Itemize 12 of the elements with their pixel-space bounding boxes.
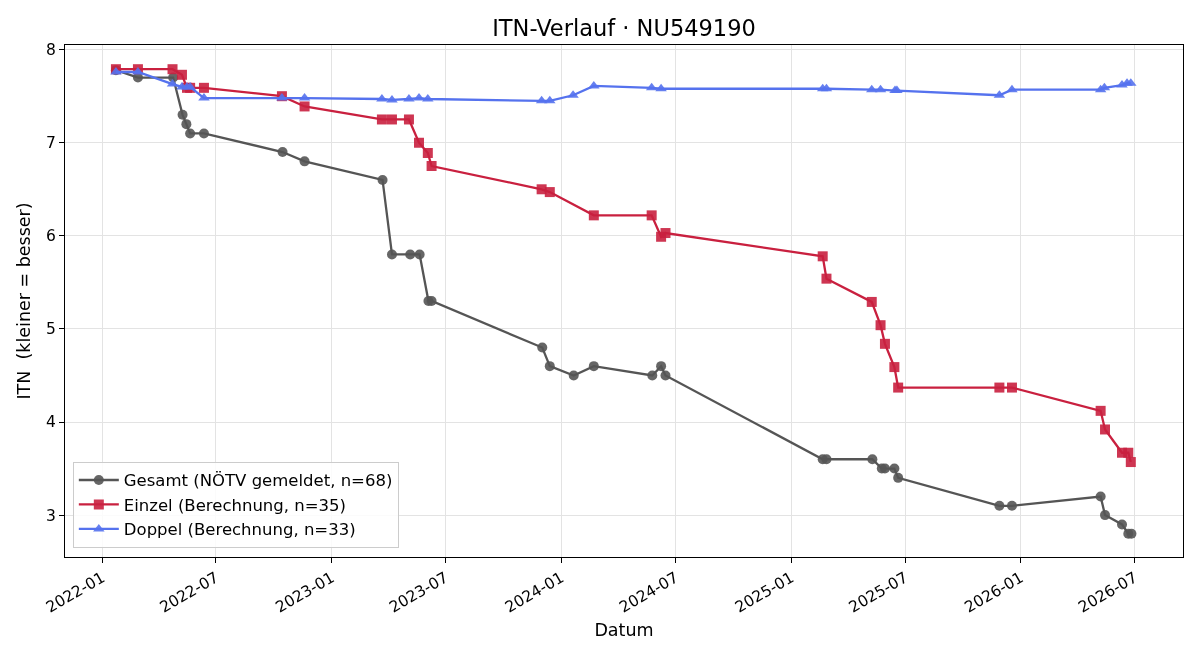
y-tick-label: 8: [46, 41, 56, 60]
y-tick-label: 5: [46, 320, 56, 339]
y-tick-label: 6: [46, 227, 56, 246]
y-tick-label: 7: [46, 134, 56, 153]
y-axis-title: ITN (kleiner = besser): [14, 202, 35, 400]
y-tick-label: 3: [46, 506, 56, 525]
chart-title: ITN-Verlauf · NU549190: [492, 15, 756, 42]
y-tick-label: 4: [46, 413, 56, 432]
legend-label: Einzel (Berechnung, n=35): [123, 495, 346, 515]
legend-label: Gesamt (NÖTV gemeldet, n=68): [123, 471, 393, 491]
legend-label: Doppel (Berechnung, n=33): [123, 520, 356, 540]
x-axis-title: Datum: [594, 620, 654, 641]
